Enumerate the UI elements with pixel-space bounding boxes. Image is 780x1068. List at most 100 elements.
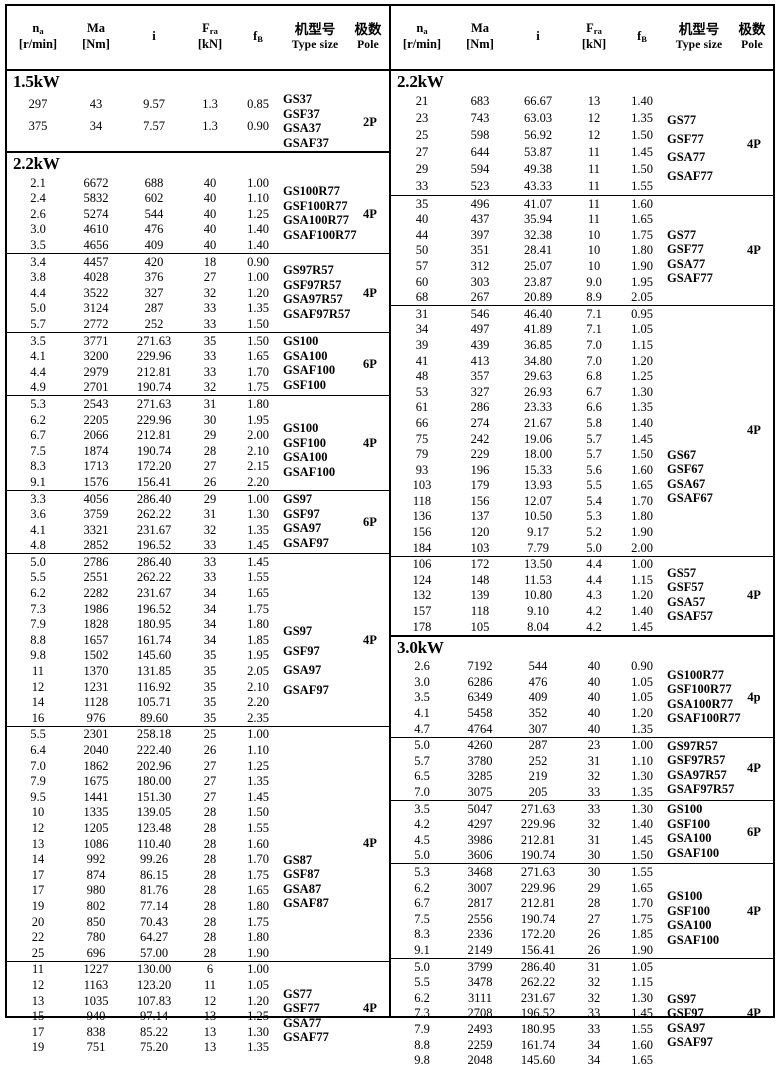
type-size-label: GSF97R57 <box>667 753 726 768</box>
table-row: 7.0 3075 205 33 1.35 <box>391 784 665 800</box>
group-rows: 2.1 6672 688 40 1.00 2.4 5832 602 40 1.10 2.6 5274 5… <box>7 175 281 253</box>
cell-ma: 1370 <box>83 664 109 679</box>
cell-i: 29.63 <box>523 369 553 384</box>
cell-fra: 40 <box>203 238 217 253</box>
cell-fb: 1.45 <box>631 619 653 634</box>
column-header-symbol: Ma <box>86 21 106 36</box>
cell-na: 3.0 <box>30 222 46 237</box>
cell-fra: 40 <box>203 222 217 237</box>
cell-na: 7.9 <box>414 1021 430 1036</box>
cell-fra: 5.8 <box>586 415 602 430</box>
type-size-list: GS100R77 GSF100R77 GSA100R77 GSAF100R77 <box>665 659 741 737</box>
pole-label: 4P <box>747 588 761 603</box>
type-size-label: GSAF100 <box>283 363 336 378</box>
table-row: 20 850 70.43 28 1.75 <box>7 914 281 930</box>
cell-ma: 838 <box>86 1024 106 1039</box>
cell-fra: 4.4 <box>586 557 602 572</box>
cell-fb: 1.25 <box>247 1009 269 1024</box>
cell-ma: 3799 <box>467 959 493 974</box>
type-size-label: GSA97R57 <box>667 767 727 782</box>
table-row: 4.4 2979 212.81 33 1.70 <box>7 364 281 380</box>
cell-fb: 1.70 <box>631 493 653 508</box>
cell-ma: 156 <box>470 493 490 508</box>
column-header-unit: [r/min] <box>402 37 442 51</box>
cell-fra: 23 <box>587 738 601 753</box>
cell-fb: 1.20 <box>631 353 653 368</box>
table-row: 4.4 3522 327 32 1.20 <box>7 285 281 301</box>
cell-fb: 2.05 <box>247 664 269 679</box>
table-row: 10 1335 139.05 28 1.50 <box>7 805 281 821</box>
datasheet-page: na [r/min] Ma [Nm] i Fra [kN] fB 机型号 Type size 极数 P… <box>5 4 775 1066</box>
cell-na: 7.9 <box>30 617 46 632</box>
cell-fra: 10 <box>587 227 601 242</box>
cell-fra: 27 <box>203 789 217 804</box>
table-row: 12 1163 123.20 11 1.05 <box>7 977 281 993</box>
model-group: 3.5 3771 271.63 35 1.50 4.1 3200 229.96 33 1.65 4.… <box>7 332 389 395</box>
cell-ma: 6286 <box>467 674 493 689</box>
table-row: 31 546 46.40 7.1 0.95 <box>391 306 665 322</box>
cell-ma: 3111 <box>467 990 493 1005</box>
cell-fra: 27 <box>203 758 217 773</box>
cell-ma: 683 <box>470 94 490 109</box>
cell-fra: 40 <box>587 659 601 674</box>
table-row: 7.3 2708 196.52 33 1.45 <box>391 1006 665 1022</box>
cell-fb: 1.00 <box>247 491 269 506</box>
cell-ma: 437 <box>470 212 490 227</box>
cell-fb: 1.85 <box>247 632 269 647</box>
cell-ma: 3468 <box>467 864 493 879</box>
cell-i: 190.74 <box>520 848 556 863</box>
cell-ma: 940 <box>86 1009 106 1024</box>
cell-fb: 1.65 <box>631 478 653 493</box>
type-size-label: GS97R57 <box>667 738 718 753</box>
cell-na: 5.7 <box>30 316 46 331</box>
type-size-label: GS100 <box>667 802 703 817</box>
cell-i: 190.74 <box>136 380 172 395</box>
type-size-list: GS77 GSF77 GSA77 GSAF77 <box>665 196 735 305</box>
cell-ma: 1441 <box>83 789 109 804</box>
cell-i: 151.30 <box>136 789 172 804</box>
cell-i: 196.52 <box>136 601 172 616</box>
cell-ma: 357 <box>470 369 490 384</box>
type-size-label: GSAF77 <box>283 1030 329 1045</box>
table-row: 6.2 3007 229.96 29 1.65 <box>391 880 665 896</box>
column-header-subscript: ra <box>593 26 602 37</box>
cell-ma: 644 <box>470 145 490 160</box>
cell-i: 28.41 <box>523 243 553 258</box>
cell-na: 7.5 <box>414 911 430 926</box>
cell-i: 26.93 <box>523 384 553 399</box>
power-rating-label: 3.0kW <box>391 634 773 659</box>
table-row: 7.9 1828 180.95 34 1.80 <box>7 617 281 633</box>
cell-i: 212.81 <box>520 896 556 911</box>
cell-fb: 1.55 <box>247 570 269 585</box>
cell-na: 106 <box>412 557 432 572</box>
type-size-list: GS37 GSF37 GSA37 GSAF37 <box>281 93 351 151</box>
type-size-label: GSF97 <box>283 643 320 658</box>
cell-na: 35 <box>415 196 429 211</box>
type-size-label: GS77 <box>667 227 697 242</box>
cell-ma: 2543 <box>83 396 109 411</box>
table-row: 6.7 2817 212.81 28 1.70 <box>391 896 665 912</box>
cell-i: 10.80 <box>523 588 553 603</box>
table-row: 7.5 2556 190.74 27 1.75 <box>391 911 665 927</box>
cell-fb: 1.55 <box>631 179 653 194</box>
cell-fra: 35 <box>203 695 217 710</box>
table-row: 12 1231 116.92 35 2.10 <box>7 679 281 695</box>
table-body-right: 2.2kW 21 683 66.67 13 1.40 23 743 63.03 12 1.35 25 5… <box>391 71 773 1068</box>
cell-fb: 2.05 <box>631 290 653 305</box>
cell-na: 7.5 <box>30 443 46 458</box>
cell-na: 17 <box>31 867 45 882</box>
cell-ma: 751 <box>86 1040 106 1055</box>
cell-fra: 6.8 <box>586 369 602 384</box>
type-size-list: GS57 GSF57 GSA57 GSAF57 <box>665 557 735 635</box>
cell-fra: 7.0 <box>586 337 602 352</box>
cell-na: 16 <box>31 710 45 725</box>
cell-fra: 7.1 <box>586 306 602 321</box>
cell-na: 12 <box>31 820 45 835</box>
cell-i: 23.33 <box>523 400 553 415</box>
cell-fra: 40 <box>203 191 217 206</box>
model-group: 11 1227 130.00 6 1.00 12 1163 123.20 11 1.05 13 103… <box>7 960 389 1056</box>
cell-fb: 1.55 <box>631 1021 653 1036</box>
cell-na: 4.4 <box>30 364 46 379</box>
cell-fb: 1.05 <box>631 322 653 337</box>
cell-fb: 0.90 <box>247 118 269 133</box>
